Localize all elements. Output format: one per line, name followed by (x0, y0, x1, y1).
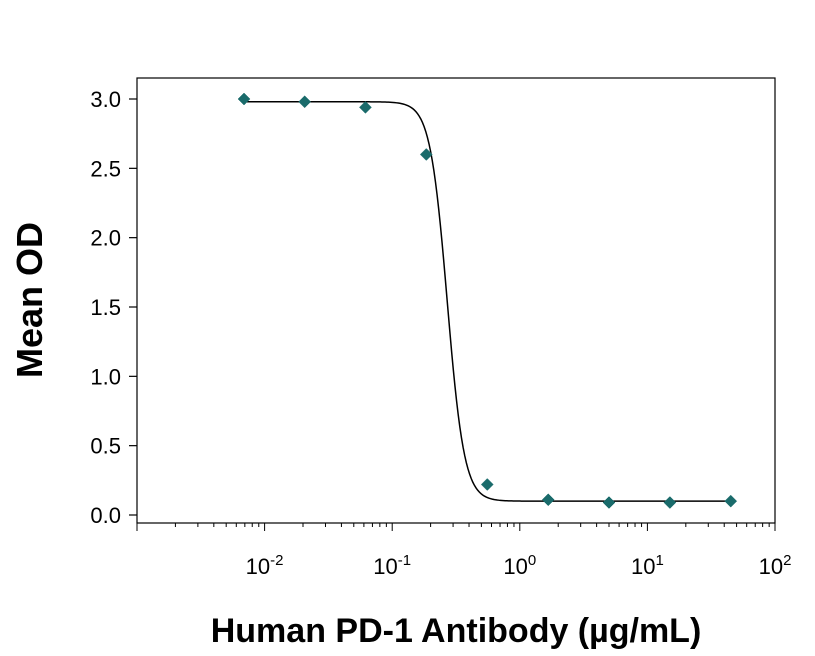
y-tick-label: 0.0 (90, 503, 121, 528)
data-point (541, 493, 555, 507)
y-tick-label: 1.5 (90, 295, 121, 320)
x-tick-label: 10-2 (246, 552, 284, 579)
y-axis: 0.0 0.5 1.0 1.5 2.0 2.5 3.0 (90, 87, 137, 528)
y-tick-label: 3.0 (90, 87, 121, 112)
data-point (237, 92, 251, 106)
y-tick-label: 1.0 (90, 364, 121, 389)
fit-curve (244, 101, 731, 502)
x-axis: 10-2 10-1 100 101 102 (136, 523, 792, 579)
x-tick-label: 102 (759, 552, 792, 579)
data-point (663, 496, 677, 509)
data-point (480, 478, 494, 491)
x-axis-title: Human PD-1 Antibody (µg/mL) (211, 612, 702, 650)
x-tick-label: 101 (631, 552, 664, 579)
plot-frame (136, 77, 776, 524)
data-point (359, 100, 372, 114)
x-tick-label: 100 (503, 552, 536, 579)
y-tick-label: 0.5 (90, 434, 121, 459)
x-tick-label: 10-1 (373, 552, 411, 579)
data-points (237, 92, 738, 509)
y-tick-label: 2.5 (90, 156, 121, 181)
data-point (298, 95, 312, 109)
data-point (724, 494, 738, 508)
data-point (419, 148, 433, 161)
data-point (602, 496, 616, 509)
y-tick-label: 2.0 (90, 226, 121, 251)
y-axis-title: Mean OD (9, 222, 50, 378)
